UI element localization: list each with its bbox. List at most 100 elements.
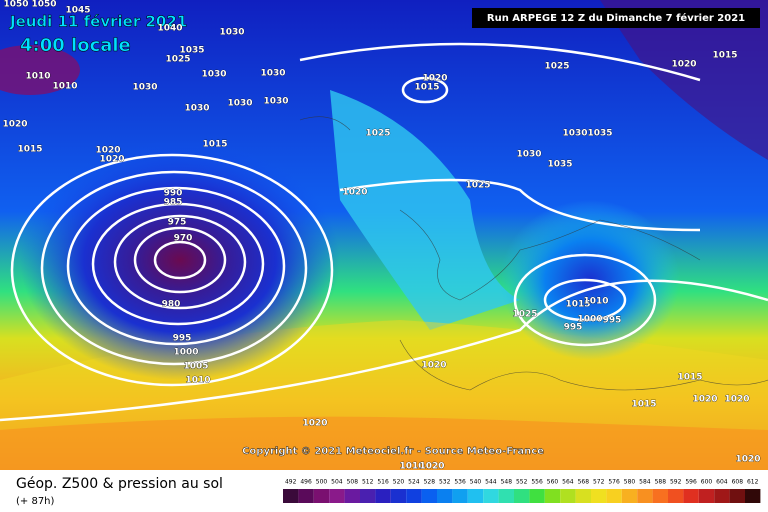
scale-swatch — [714, 489, 730, 503]
scale-swatch — [514, 489, 530, 503]
scale-label: 516 — [377, 479, 389, 486]
isobar-label: 1030 — [227, 99, 252, 109]
color-scale: 492 496 500 504 508 512 516 520 524 528 532 536 540 5… — [283, 479, 761, 503]
scale-label: 544 — [485, 479, 497, 486]
scale-swatch — [467, 489, 484, 503]
scale-label: 604 — [716, 479, 728, 486]
isobar-label: 1020 — [342, 188, 367, 198]
isobar-label: 1010 — [583, 297, 608, 307]
isobar-label: 1045 — [65, 6, 90, 16]
isobar-label: 1000 — [577, 315, 602, 325]
scale-label: 588 — [655, 479, 667, 486]
isobar-label: 1020 — [419, 462, 444, 472]
isobar-label: 1035 — [547, 160, 572, 170]
scale-swatch — [360, 489, 376, 503]
date: Jeudi 11 février 2021 — [9, 13, 187, 31]
scale-swatch — [745, 489, 761, 503]
footer-title: Géop. Z500 & pression au sol — [16, 476, 223, 492]
isobar-label: 1025 — [544, 62, 569, 72]
isobar-label: 1025 — [365, 129, 390, 139]
scale-label: 496 — [300, 479, 312, 486]
scale-label: 504 — [331, 479, 343, 486]
scale-swatch — [283, 489, 299, 503]
isobar-label: 1030 — [201, 70, 226, 80]
isobar-label: 1020 — [735, 455, 760, 465]
scale-swatch — [329, 489, 345, 503]
run-box — [472, 8, 760, 28]
scale-swatch — [544, 489, 561, 503]
scale-label: 552 — [516, 479, 528, 486]
isobar-label: 1025 — [465, 181, 490, 191]
isobar-label: 975 — [168, 218, 187, 228]
isobar-label: 1035 — [179, 46, 204, 56]
isobar-label: 1030 — [516, 150, 541, 160]
scale-label: 524 — [408, 479, 420, 486]
scale-swatch — [591, 489, 607, 503]
scale-label: 600 — [701, 479, 713, 486]
coastlines — [299, 116, 768, 391]
copyright: Copyright © 2021 Meteociel.fr - Source M… — [242, 446, 544, 457]
isobar-label: 1050 — [3, 0, 28, 10]
isobar-label: 1005 — [183, 362, 208, 372]
scale-label: 492 — [285, 479, 297, 486]
scale-label: 580 — [624, 479, 636, 486]
isobar-label: 1010 — [185, 376, 210, 386]
scale-label: 568 — [578, 479, 590, 486]
scale-swatch — [452, 489, 468, 503]
isobar-label: 1020 — [421, 361, 446, 371]
scale-swatch — [313, 489, 330, 503]
isobar-label: 1025 — [165, 55, 190, 65]
time: 4:00 locale — [20, 35, 131, 56]
scale-swatch — [698, 489, 715, 503]
isobar-label: 1015 — [565, 300, 590, 310]
scale-swatch — [298, 489, 314, 503]
scale-swatch — [668, 489, 684, 503]
scale-label: 532 — [439, 479, 451, 486]
scale-label: 520 — [393, 479, 405, 486]
scale-label: 512 — [362, 479, 374, 486]
isobar-label: 1040 — [157, 24, 182, 34]
scale-swatch — [529, 489, 545, 503]
scale-swatch — [437, 489, 453, 503]
scale-swatch — [421, 489, 437, 503]
scale-label: 540 — [470, 479, 482, 486]
scale-label: 548 — [501, 479, 513, 486]
isobar-label: 1035 — [587, 129, 612, 139]
isobar-label: 1015 — [712, 51, 737, 61]
scale-swatch — [729, 489, 745, 503]
isobar-label: 1020 — [671, 60, 696, 70]
isobar-label: 1015 — [677, 373, 702, 383]
scale-label: 572 — [593, 479, 605, 486]
isobar-label: 1030 — [132, 83, 157, 93]
isobar-label: 1015 — [202, 140, 227, 150]
isobar-label: 1030 — [263, 97, 288, 107]
isobar-label: 1010 — [25, 72, 50, 82]
isobar-label: 1010 — [52, 82, 77, 92]
isobar-label: 1020 — [422, 74, 447, 84]
isobar-label: 1015 — [414, 83, 439, 93]
isobar-label: 1020 — [692, 395, 717, 405]
scale-label: 536 — [454, 479, 466, 486]
isobar-label: 1030 — [184, 104, 209, 114]
scale-swatch — [637, 489, 653, 503]
scale-swatch — [621, 489, 638, 503]
scale-swatch — [375, 489, 391, 503]
isobar-label: 1030 — [260, 69, 285, 79]
isobar-label: 1050 — [31, 0, 56, 10]
run: Run ARPEGE 12 Z du Dimanche 7 février 20… — [487, 12, 745, 24]
isobar-label: 1010 — [399, 462, 424, 472]
isobar-label: 995 — [173, 334, 192, 344]
scale-swatch — [606, 489, 622, 503]
isobar-label: 980 — [162, 300, 181, 310]
scale-label: 528 — [424, 479, 436, 486]
scale-label: 592 — [670, 479, 682, 486]
scale-label: 556 — [531, 479, 543, 486]
scale-label: 560 — [547, 479, 559, 486]
isobar-label: 985 — [164, 198, 183, 208]
isobar-label: 1020 — [99, 155, 124, 165]
isobar-label: 990 — [164, 189, 183, 199]
scale-label: 500 — [316, 479, 328, 486]
